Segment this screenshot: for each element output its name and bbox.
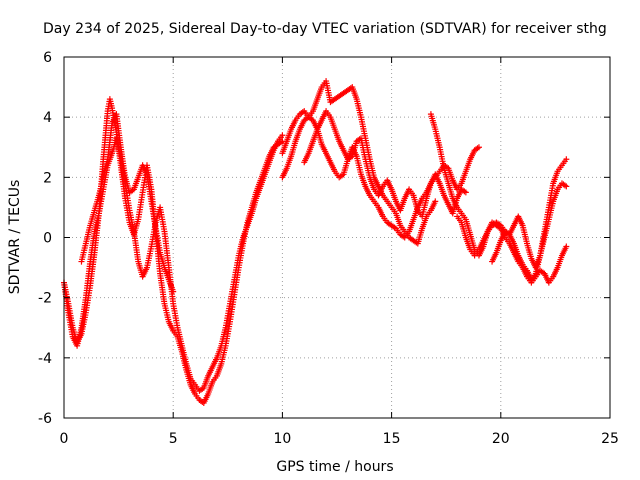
y-tick-label: 4 [43,110,52,126]
x-tick-label: 25 [601,431,619,447]
y-tick-label: -4 [38,351,52,367]
series-track-6 [301,108,469,220]
series-track-1 [61,96,286,406]
x-tick-label: 20 [492,431,510,447]
data-point-marker [170,288,177,295]
data-markers [61,78,570,406]
x-axis-label: GPS time / hours [276,459,393,475]
axis-ticks: 0 5 10 15 20 25 -6 -4 -2 0 2 4 6 [38,50,619,447]
chart-title: Day 234 of 2025, Sidereal Day-to-day VTE… [43,21,607,37]
x-tick-label: 15 [383,431,401,447]
series-track-9 [489,156,570,283]
y-tick-label: 6 [43,50,52,66]
x-tick-label: 5 [169,431,178,447]
y-tick-label: -6 [38,411,52,427]
y-tick-label: -2 [38,291,52,307]
data-point-marker [563,183,570,190]
data-point-marker [432,198,439,205]
y-tick-label: 2 [43,170,52,186]
data-point-marker [475,144,482,151]
x-tick-label: 0 [60,431,69,447]
series-track-3 [78,111,177,295]
data-point-marker [563,243,570,250]
data-point-marker [279,132,286,139]
data-point-marker [563,156,570,163]
series-track-7 [427,111,570,286]
grid-lines [64,57,610,418]
series-track-2 [61,132,286,394]
y-axis-label: SDTVAR / TECUs [7,180,23,295]
y-tick-label: 0 [43,231,52,247]
data-point-marker [462,189,469,196]
x-tick-label: 10 [273,431,291,447]
